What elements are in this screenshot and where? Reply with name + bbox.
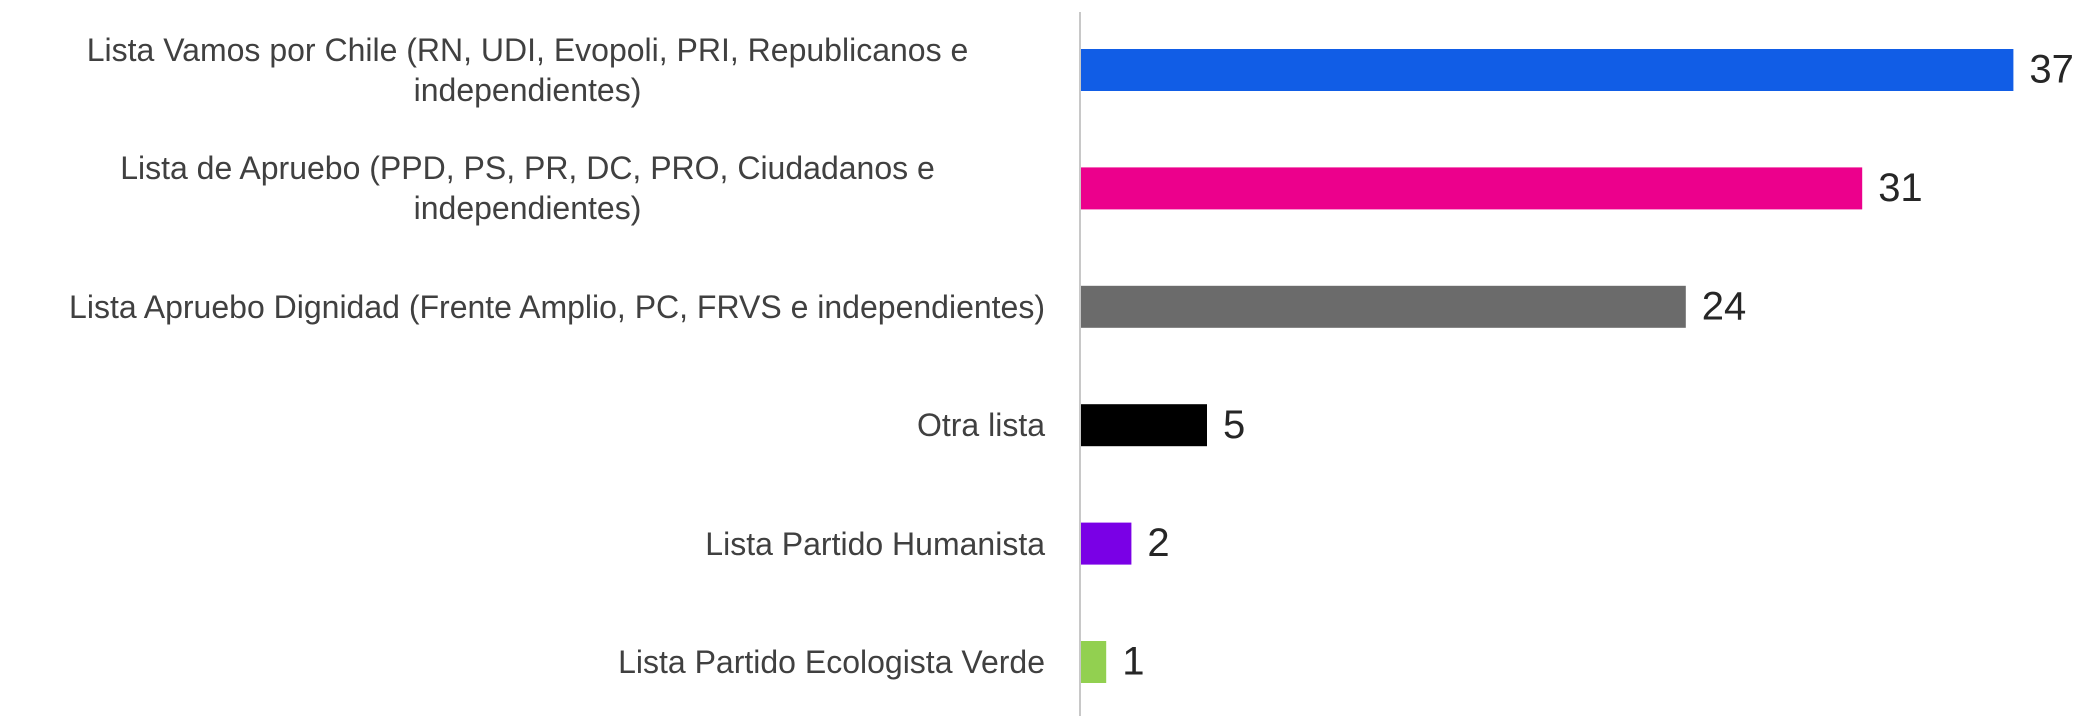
bar bbox=[1081, 404, 1207, 447]
value-label: 5 bbox=[1223, 403, 1245, 447]
value-label: 31 bbox=[1878, 166, 1923, 210]
value-label: 24 bbox=[1702, 284, 1747, 328]
bar bbox=[1081, 641, 1107, 683]
category-label: Lista Partido Humanista bbox=[705, 525, 1045, 562]
category-label: Lista Partido Ecologista Verde bbox=[618, 644, 1045, 680]
category-label-box: Lista Partido Humanista bbox=[5, 524, 1045, 564]
category-label-box: Otra lista bbox=[5, 405, 1045, 445]
bar bbox=[1081, 167, 1863, 210]
value-label: 1 bbox=[1122, 640, 1144, 684]
category-label: Otra lista bbox=[916, 407, 1045, 444]
category-label-box: Lista Partido Ecologista Verde bbox=[5, 642, 1045, 682]
bar bbox=[1081, 522, 1132, 565]
category-label-box: Lista de Apruebo (PPD, PS, PR, DC, PRO, … bbox=[5, 148, 1045, 228]
value-label: 2 bbox=[1147, 521, 1169, 565]
bar bbox=[1081, 49, 2014, 91]
category-label-box: Lista Apruebo Dignidad (Frente Amplio, P… bbox=[5, 287, 1045, 327]
value-label: 37 bbox=[2029, 48, 2073, 92]
bar bbox=[1081, 285, 1686, 328]
category-label: Lista Apruebo Dignidad (Frente Amplio, P… bbox=[69, 288, 1045, 325]
category-label: Lista Vamos por Chile (RN, UDI, Evopoli,… bbox=[86, 32, 969, 108]
category-label: Lista de Apruebo (PPD, PS, PR, DC, PRO, … bbox=[120, 150, 935, 227]
category-label-box: Lista Vamos por Chile (RN, UDI, Evopoli,… bbox=[5, 30, 1045, 110]
